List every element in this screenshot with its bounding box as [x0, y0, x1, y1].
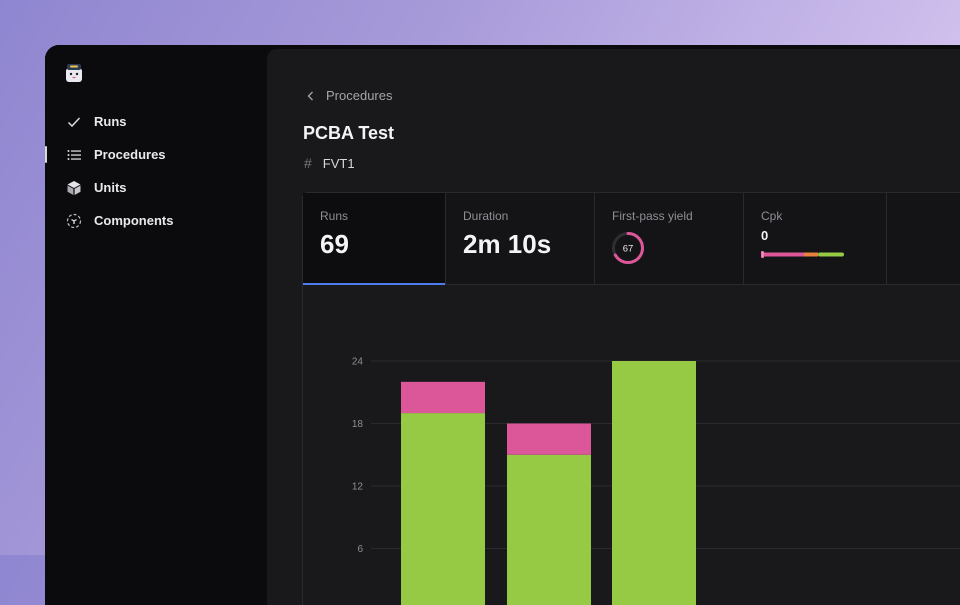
stat-value: 69 [320, 229, 349, 259]
sidebar: Runs Procedures [45, 45, 267, 605]
sidebar-item-label: Units [94, 180, 127, 195]
sidebar-item-label: Runs [94, 114, 127, 129]
breadcrumb[interactable]: Procedures [304, 88, 392, 103]
stats-row: Runs 69 Duration 2m 10s First-pass yield… [302, 192, 960, 285]
page-title: PCBA Test [303, 123, 395, 143]
bar-fail[interactable] [401, 381, 485, 414]
bar-pass[interactable] [507, 454, 591, 605]
yield-ring: 67 [612, 232, 644, 264]
app-window: Runs Procedures [45, 45, 960, 605]
component-icon [66, 213, 82, 229]
sidebar-nav: Runs Procedures [45, 105, 267, 237]
y-tick-label: 24 [352, 357, 364, 368]
app-logo-icon[interactable] [64, 63, 84, 83]
stat-runs[interactable]: Runs 69 [303, 193, 446, 285]
stat-label: Runs [320, 209, 349, 223]
stat-value: 2m 10s [463, 229, 552, 259]
y-tick-label: 12 [352, 482, 364, 493]
list-icon [66, 147, 82, 163]
stat-cpk[interactable]: Cpk 0 [744, 193, 887, 284]
sidebar-item-runs[interactable]: Runs [45, 105, 267, 138]
chevron-left-icon [304, 89, 318, 103]
sidebar-item-label: Procedures [94, 147, 166, 162]
cpk-gauge [761, 251, 844, 258]
cpk-value: 0 [761, 228, 769, 243]
y-tick-label: 6 [357, 544, 363, 555]
runs-bar-chart: 24 18 12 6 [352, 357, 960, 605]
procedure-tag-label: FVT1 [322, 155, 355, 171]
breadcrumb-label: Procedures [326, 88, 393, 103]
cube-icon [66, 180, 82, 196]
yield-value: 67 [623, 244, 634, 255]
y-tick-label: 18 [352, 419, 364, 430]
bar-pass[interactable] [612, 361, 696, 605]
stat-label: First-pass yield [612, 209, 693, 223]
sidebar-item-units[interactable]: Units [45, 171, 267, 204]
sidebar-item-procedures[interactable]: Procedures [45, 138, 267, 171]
stat-duration[interactable]: Duration 2m 10s [446, 193, 595, 284]
stat-label: Duration [463, 209, 509, 223]
procedure-tag: # FVT1 [304, 155, 355, 171]
sidebar-item-label: Components [94, 213, 174, 228]
runs-chart: 24 18 12 6 [302, 283, 960, 605]
stat-empty [887, 193, 960, 284]
check-icon [66, 114, 82, 130]
stat-label: Cpk [761, 209, 783, 223]
bar-fail[interactable] [507, 423, 591, 455]
main-panel: Procedures PCBA Test # FVT1 Runs 69 Dura… [267, 49, 960, 605]
bar-pass[interactable] [401, 413, 485, 605]
hash-icon: # [304, 155, 312, 171]
sidebar-item-components[interactable]: Components [45, 204, 267, 237]
stat-first-pass-yield[interactable]: First-pass yield 67 [595, 193, 744, 284]
